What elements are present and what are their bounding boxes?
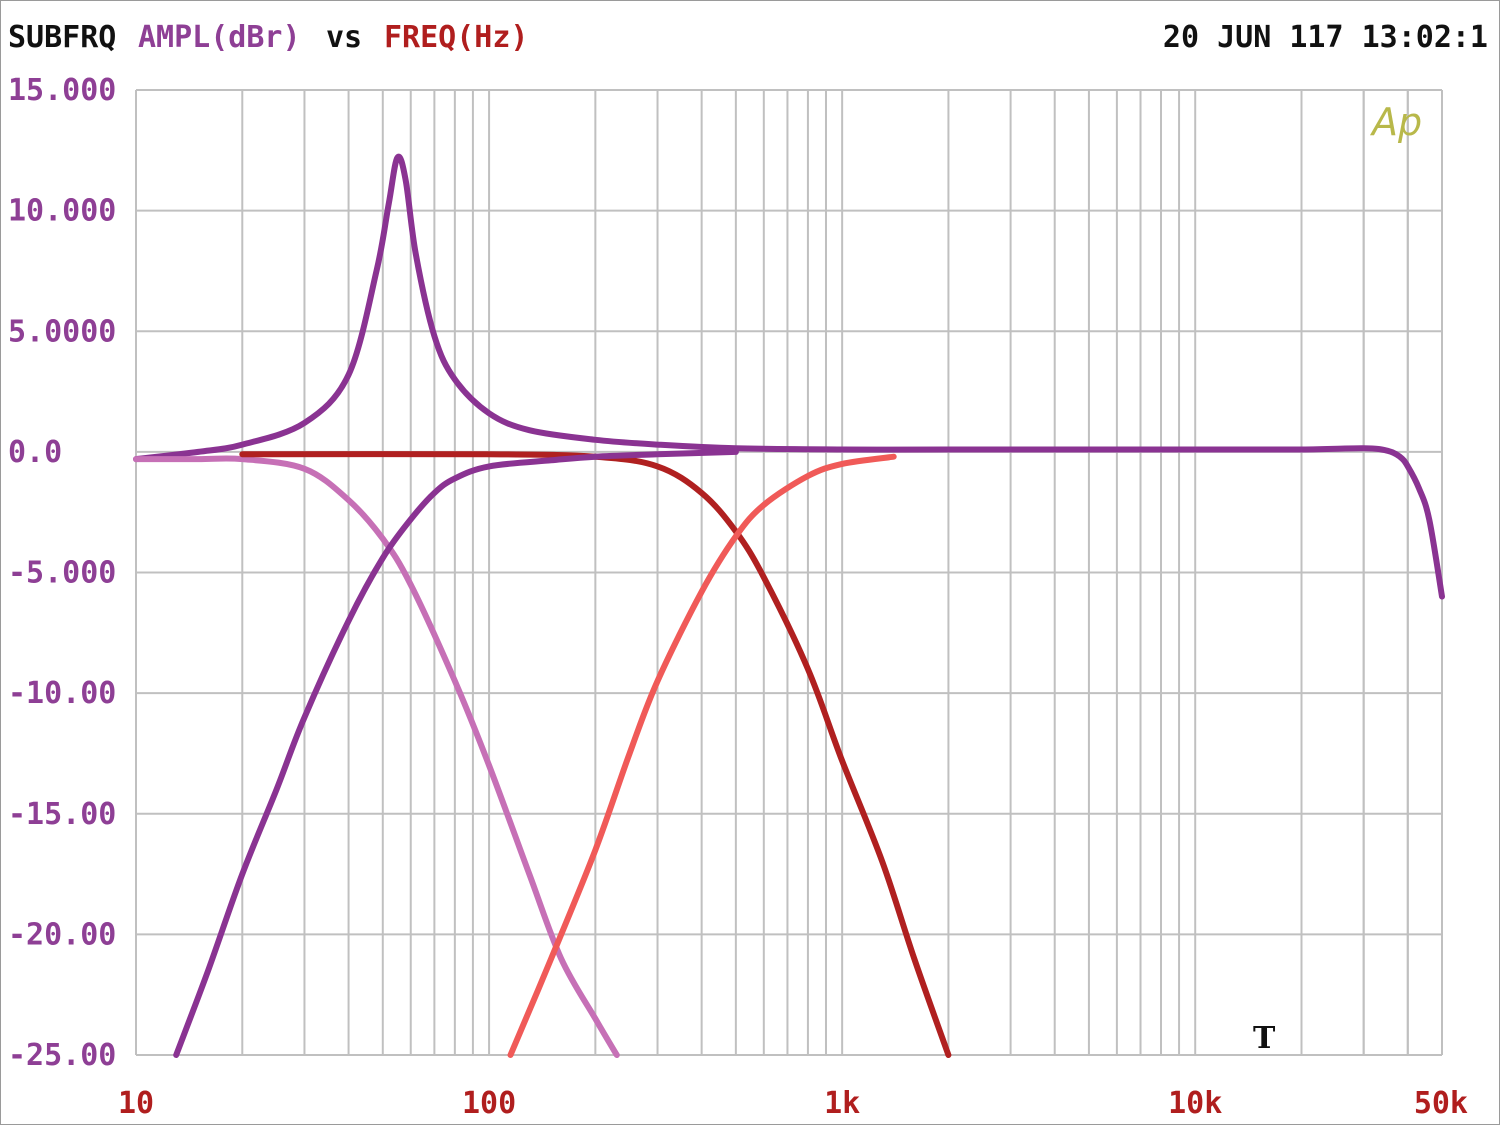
y-tick-label: -20.00 — [8, 917, 116, 952]
header-mode: SUBFRQ — [8, 20, 117, 55]
y-tick-labels: 15.000 10.000 5.0000 0.0 -5.000 -10.00 -15.00 -… — [8, 73, 116, 1073]
y-tick-label: -15.00 — [8, 797, 116, 832]
x-tick-labels: 10 100 1k 10k 50k — [118, 1086, 1468, 1121]
series-line-4 — [507, 453, 897, 1058]
header-y-quantity: AMPL(dBr) — [138, 20, 301, 55]
series-line-3 — [239, 451, 952, 1058]
y-tick-label: -25.00 — [8, 1038, 116, 1073]
series-line-5 — [173, 448, 739, 1058]
ap-logo: Ap — [1369, 100, 1422, 144]
series-line-1 — [133, 153, 1445, 600]
x-tick-label: 50k — [1414, 1086, 1468, 1121]
y-tick-label: -5.000 — [8, 556, 116, 591]
x-tick-label: 10 — [118, 1086, 154, 1121]
x-tick-label: 10k — [1168, 1086, 1222, 1121]
y-tick-label: 5.0000 — [8, 314, 116, 349]
y-tick-label: 0.0 — [8, 435, 62, 470]
x-tick-label: 100 — [462, 1086, 516, 1121]
header-vs: vs — [326, 20, 363, 55]
grid — [135, 89, 1443, 1056]
series-line-2 — [133, 455, 620, 1058]
y-tick-label: 15.000 — [8, 73, 116, 108]
header-x-quantity: FREQ(Hz) — [384, 20, 529, 55]
y-tick-label: -10.00 — [8, 676, 116, 711]
series-lines — [133, 153, 1445, 1058]
x-tick-label: 1k — [824, 1086, 860, 1121]
header-datetime: 20 JUN 117 13:02:1 — [1162, 20, 1488, 55]
marker-t: T — [1253, 1021, 1276, 1056]
y-tick-label: 10.000 — [8, 194, 116, 229]
